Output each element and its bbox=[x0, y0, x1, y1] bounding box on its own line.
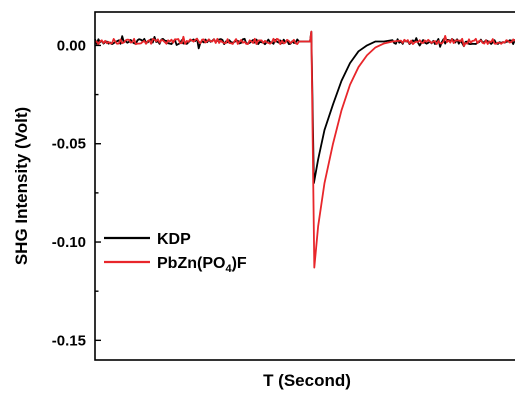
y-tick-label: -0.10 bbox=[52, 234, 86, 251]
series-line-pbznpo4f bbox=[94, 30, 515, 269]
y-tick-label: -0.05 bbox=[52, 136, 86, 153]
series-line-kdp bbox=[94, 30, 515, 184]
legend: KDP PbZn(PO4)F bbox=[104, 231, 247, 275]
legend-label-pbznpo4f: PbZn(PO4)F bbox=[157, 255, 247, 275]
y-tick-label: 0.00 bbox=[57, 37, 86, 54]
ticks-layer: 0.00 -0.05 -0.10 -0.15 bbox=[52, 37, 101, 349]
plot-frame bbox=[94, 11, 515, 361]
series-layer bbox=[94, 30, 515, 269]
y-axis-title: SHG Intensity (Volt) bbox=[12, 107, 31, 265]
x-axis-title: T (Second) bbox=[263, 371, 351, 390]
y-tick-label: -0.15 bbox=[52, 332, 86, 349]
legend-label-kdp: KDP bbox=[157, 231, 191, 248]
